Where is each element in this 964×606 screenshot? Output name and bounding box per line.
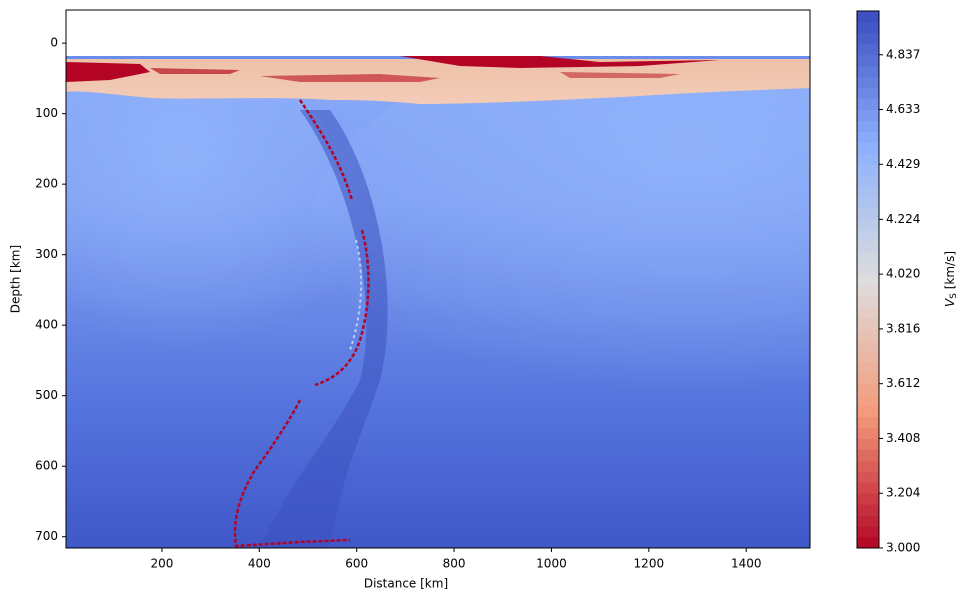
colorbar-step [857, 361, 879, 374]
x-tick-label: 200 [150, 557, 173, 571]
colorbar-tick-label: 3.000 [886, 541, 920, 555]
colorbar-step [857, 427, 879, 439]
colorbar-step [857, 306, 879, 319]
colorbar-step [857, 120, 879, 133]
y-axis-label: Depth [km] [9, 245, 23, 313]
colorbar-step [857, 230, 879, 242]
colorbar-step [857, 339, 879, 352]
colorbar-step [857, 537, 879, 549]
x-tick-label: 1000 [536, 557, 567, 571]
y-tick-label: 600 [35, 459, 58, 473]
colorbar-step [857, 449, 879, 461]
colorbar-tick-label: 3.612 [886, 376, 920, 390]
colorbar-tick-label: 4.429 [886, 157, 920, 171]
colorbar-label: VS [km/s] [943, 251, 959, 307]
x-axis-label: Distance [km] [364, 577, 448, 591]
colorbar-step [857, 317, 879, 330]
colorbar-step [857, 383, 879, 396]
colorbar-step [857, 263, 879, 275]
plot-frame [65, 9, 811, 549]
colorbar-tick-label: 4.837 [886, 47, 920, 61]
colorbar-tick-label: 4.633 [886, 102, 920, 116]
colorbar-step [857, 32, 879, 45]
colorbar-step [857, 482, 879, 494]
colorbar-step [857, 284, 879, 297]
colorbar-step [857, 109, 879, 122]
colorbar-step [857, 493, 879, 505]
colorbar [857, 11, 879, 549]
y-tick-label: 200 [35, 177, 58, 191]
colorbar-step [857, 438, 879, 450]
field [66, 10, 810, 548]
colorbar-step [857, 98, 879, 111]
colorbar-step [857, 164, 879, 176]
x-tick-label: 1400 [731, 557, 762, 571]
colorbar-step [857, 274, 879, 286]
colorbar-step [857, 405, 879, 417]
colorbar-step [857, 295, 879, 308]
colorbar-frame [856, 10, 880, 549]
y-tick-label: 0 [50, 36, 58, 50]
colorbar-step [857, 21, 879, 34]
colorbar-step [857, 526, 879, 538]
x-tick-label: 1200 [634, 557, 665, 571]
colorbar-tick-label: 3.204 [886, 486, 920, 500]
colorbar-step [857, 197, 879, 209]
colorbar-step [857, 504, 879, 516]
colorbar-step [857, 241, 879, 253]
colorbar-step [857, 87, 879, 100]
colorbar-tick-label: 3.408 [886, 431, 920, 445]
colorbar-step [857, 208, 879, 220]
colorbar-step [857, 153, 879, 165]
colorbar-step [857, 131, 879, 144]
colorbar-tick-label: 4.224 [886, 212, 920, 226]
colorbar-step [857, 11, 879, 23]
colorbar-step [857, 350, 879, 363]
colorbar-step [857, 394, 879, 407]
colorbar-step [857, 43, 879, 56]
y-tick-label: 100 [35, 106, 58, 120]
colorbar-tick-label: 4.020 [886, 267, 920, 281]
colorbar-step [857, 252, 879, 264]
colorbar-step [857, 65, 879, 78]
colorbar-step [857, 328, 879, 341]
colorbar-step [857, 372, 879, 385]
colorbar-step [857, 76, 879, 89]
colorbar-step [857, 416, 879, 428]
y-tick-label: 500 [35, 388, 58, 402]
colorbar-step [857, 142, 879, 154]
colorbar-step [857, 219, 879, 231]
colorbar-tick-label: 3.816 [886, 321, 920, 335]
colorbar-step [857, 471, 879, 483]
y-tick-label: 300 [35, 247, 58, 261]
y-tick-label: 700 [35, 529, 58, 543]
x-tick-label: 600 [345, 557, 368, 571]
colorbar-step [857, 515, 879, 527]
colorbar-step [857, 54, 879, 67]
colorbar-step [857, 460, 879, 472]
x-tick-label: 800 [443, 557, 466, 571]
colorbar-step [857, 175, 879, 187]
colorbar-step [857, 186, 879, 198]
y-tick-label: 400 [35, 318, 58, 332]
x-tick-label: 400 [248, 557, 271, 571]
